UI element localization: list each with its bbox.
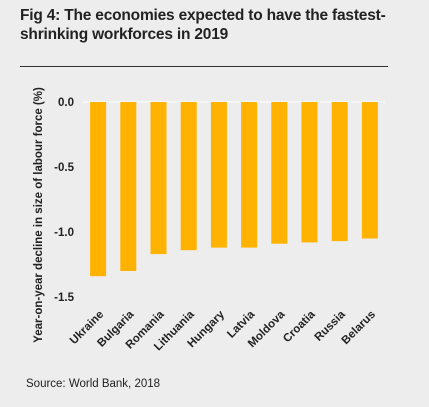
chart-title: Fig 4: The economies expected to have th… <box>20 7 386 43</box>
y-tick-label: -1.5 <box>54 292 74 304</box>
bar-hungary <box>210 102 227 248</box>
bar-lithuania <box>180 102 197 251</box>
bar-belarus <box>361 102 378 239</box>
y-tick-label: 0.0 <box>58 97 74 109</box>
title-divider <box>20 66 388 67</box>
bar-russia <box>331 102 348 242</box>
bar-ukraine <box>90 102 107 277</box>
y-tick-label: -1.0 <box>54 227 74 239</box>
bar-bulgaria <box>120 102 137 271</box>
bar-croatia <box>301 102 318 243</box>
y-axis-ticks: 0.0 -0.5 -1.0 -1.5 <box>54 97 74 304</box>
bars <box>90 102 378 277</box>
source-note: Source: World Bank, 2018 <box>26 378 161 390</box>
bar-moldova <box>271 102 288 244</box>
x-axis-labels: UkraineBulgariaRomaniaLithuaniaHungaryLa… <box>68 308 378 353</box>
bar-romania <box>150 102 167 255</box>
x-label-croatia: Croatia <box>281 308 318 345</box>
y-tick-label: -0.5 <box>54 162 74 174</box>
y-axis-title: Year-on-year decline in size of labour f… <box>33 87 45 343</box>
x-label-belarus: Belarus <box>340 309 378 347</box>
bar-latvia <box>241 102 258 248</box>
